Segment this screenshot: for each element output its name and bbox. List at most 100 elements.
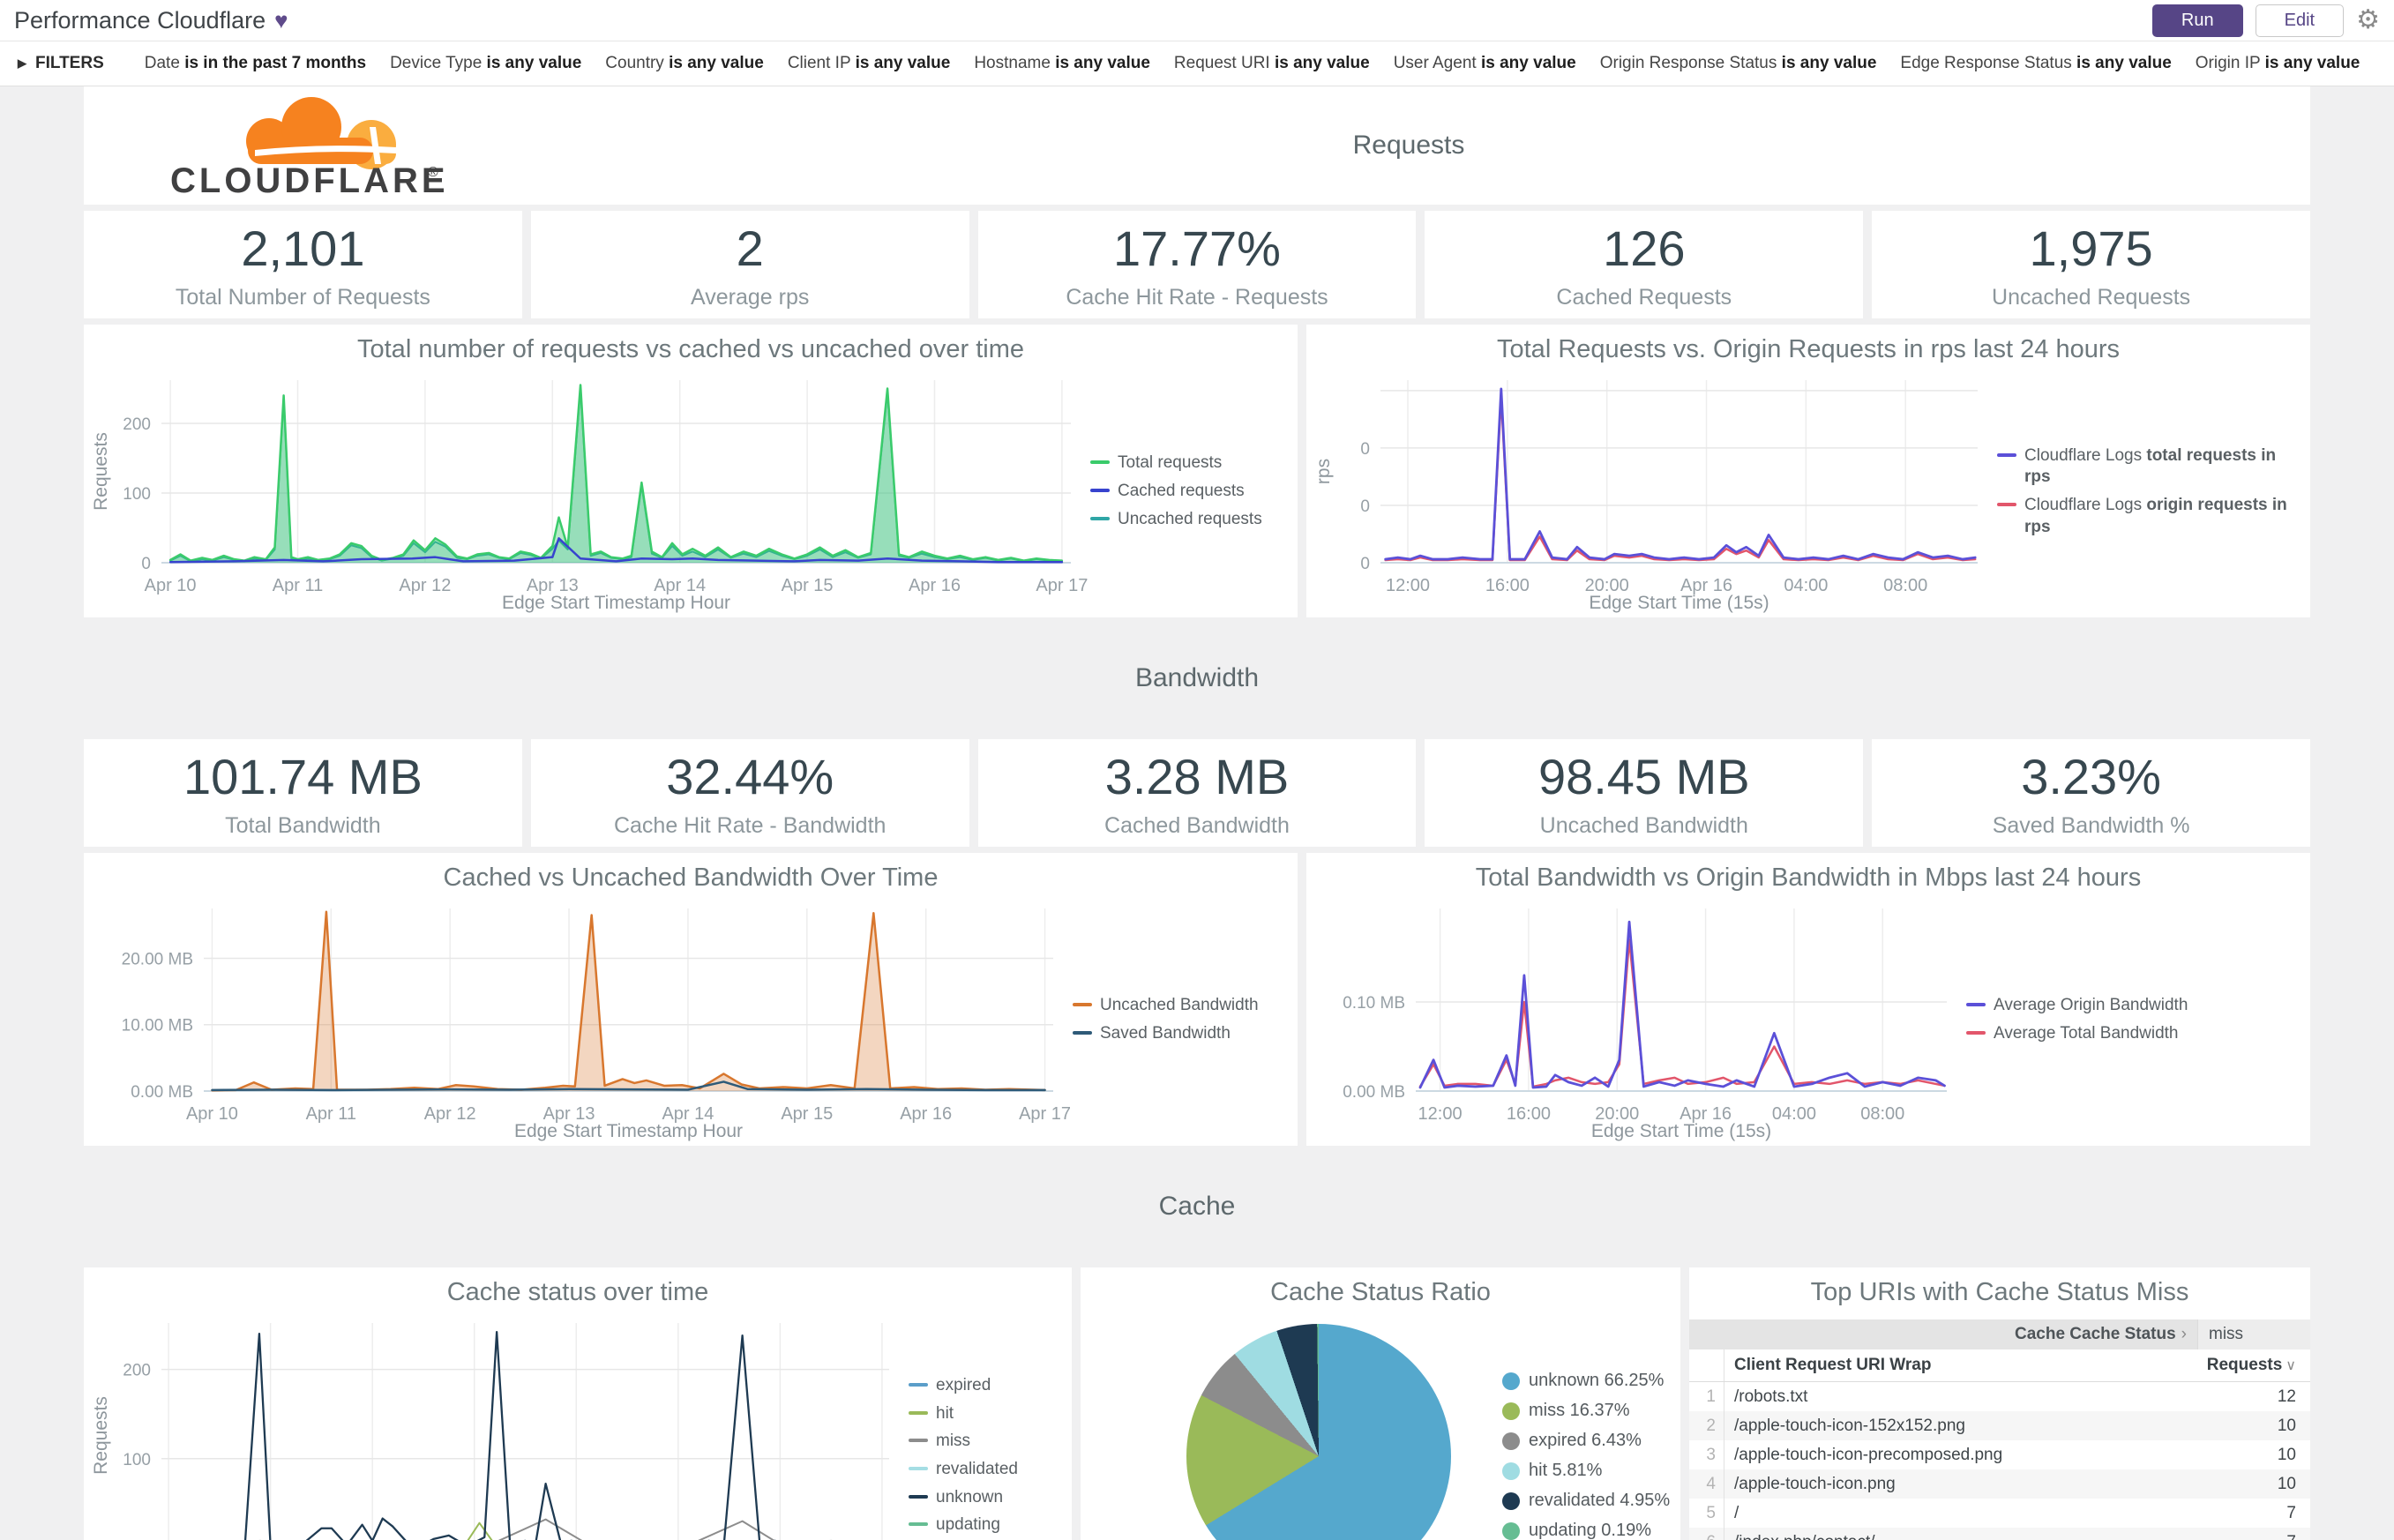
svg-text:100: 100 — [123, 1451, 151, 1469]
kpi-card[interactable]: 17.77% Cache Hit Rate - Requests — [977, 211, 1417, 318]
kpi-card[interactable]: 3.23% Saved Bandwidth % — [1872, 739, 2310, 847]
legend-swatch — [1966, 1031, 1986, 1035]
kpi-card[interactable]: 101.74 MB Total Bandwidth — [84, 739, 522, 847]
legend-item[interactable]: Total requests — [1090, 452, 1287, 475]
kpi-card[interactable]: 2,101 Total Number of Requests — [84, 211, 522, 318]
filter-item[interactable]: Country is any value — [605, 54, 764, 72]
kpi-card[interactable]: 126 Cached Requests — [1425, 211, 1864, 318]
filter-item[interactable]: Date is in the past 7 months — [144, 54, 367, 72]
filters-toggle[interactable]: ▶ FILTERS — [18, 54, 104, 73]
kpi-card[interactable]: 2 Average rps — [530, 211, 969, 318]
svg-text:0: 0 — [1360, 555, 1370, 573]
svg-text:04:00: 04:00 — [1784, 576, 1828, 595]
legend-item[interactable]: expired — [909, 1375, 1061, 1397]
pivot-header: Cache Cache Status › — [1689, 1319, 2197, 1349]
pie-legend-label: expired 6.43% — [1529, 1431, 1642, 1450]
kpi-value: 2 — [736, 220, 764, 276]
row-index: 2 — [1689, 1411, 1724, 1440]
kpi-label: Uncached Bandwidth — [1539, 812, 1748, 838]
legend-item[interactable]: Saved Bandwidth — [1073, 1023, 1287, 1045]
svg-text:Edge Start Timestamp Hour: Edge Start Timestamp Hour — [514, 1121, 743, 1141]
svg-text:Apr 17: Apr 17 — [1019, 1104, 1071, 1124]
table-row[interactable]: 6/index.php/contact/7 — [1689, 1528, 2310, 1540]
pie-legend-label: revalidated 4.95% — [1529, 1491, 1671, 1510]
filter-item[interactable]: Origin IP is any value — [2195, 54, 2360, 72]
table-row[interactable]: 2/apple-touch-icon-152x152.png 10 — [1689, 1411, 2310, 1440]
svg-text:Apr 12: Apr 12 — [424, 1104, 476, 1124]
bandwidth-kpi-row: 101.74 MB Total Bandwidth 32.44% Cache Hit … — [84, 739, 2310, 847]
table-row[interactable]: 3/apple-touch-icon-precomposed.png 10 — [1689, 1440, 2310, 1469]
row-index: 5 — [1689, 1499, 1724, 1528]
row-index: 3 — [1689, 1440, 1724, 1469]
legend-item[interactable]: Cloudflare Logs origin requests in rps — [1997, 495, 2300, 538]
filters-label: FILTERS — [35, 54, 104, 72]
legend-item[interactable]: hit — [909, 1403, 1061, 1425]
edit-button[interactable]: Edit — [2255, 4, 2345, 37]
kpi-card[interactable]: 3.28 MB Cached Bandwidth — [977, 739, 1417, 847]
pie-legend-item[interactable]: updating 0.19% — [1502, 1521, 1670, 1540]
legend-item[interactable]: Average Total Bandwidth — [1966, 1023, 2300, 1045]
row-uri: /apple-touch-icon-152x152.png — [1734, 1416, 1965, 1435]
kpi-card[interactable]: 1,975 Uncached Requests — [1872, 211, 2310, 318]
legend-item[interactable]: Cloudflare Logs total requests in rps — [1997, 445, 2300, 489]
kpi-card[interactable]: 98.45 MB Uncached Bandwidth — [1425, 739, 1864, 847]
svg-text:Apr 13: Apr 13 — [543, 1104, 595, 1124]
filter-item[interactable]: Request URI is any value — [1173, 54, 1370, 72]
requests-kpi-row: 2,101 Total Number of Requests 2 Average rp… — [84, 211, 2310, 318]
filter-item[interactable]: Origin Response Status is any value — [1599, 54, 1877, 72]
filter-item[interactable]: Hostname is any value — [974, 54, 1150, 72]
requests-over-time-chart[interactable]: 0 100 200 Apr 10 Apr 11 Apr 12 Apr 13 Apr 14 Apr… — [84, 366, 1090, 617]
bandwidth-24h-legend: Average Origin Bandwidth Average Total Ba… — [1966, 894, 2310, 1146]
svg-text:Apr 10: Apr 10 — [186, 1104, 238, 1124]
table-pivot-row: Cache Cache Status › miss — [1689, 1319, 2310, 1349]
table-row[interactable]: 4/apple-touch-icon.png 10 — [1689, 1469, 2310, 1499]
legend-label: updating — [936, 1515, 1000, 1535]
legend-item[interactable]: Cached requests — [1090, 481, 1287, 503]
svg-text:16:00: 16:00 — [1507, 1104, 1551, 1124]
run-button[interactable]: Run — [2151, 4, 2243, 37]
table-header-row: Client Request URI Wrap Requests ∨ — [1689, 1349, 2310, 1382]
filter-item[interactable]: Device Type is any value — [390, 54, 582, 72]
table-row[interactable]: 1/robots.txt 12 — [1689, 1382, 2310, 1411]
legend-item[interactable]: unknown — [909, 1487, 1061, 1509]
legend-item[interactable]: revalidated — [909, 1459, 1061, 1481]
uri-column-header[interactable]: Client Request URI Wrap — [1734, 1356, 1932, 1374]
filters-expand-icon: ▶ — [18, 56, 26, 70]
legend-item[interactable]: miss — [909, 1431, 1061, 1453]
filter-item[interactable]: Client IP is any value — [787, 54, 951, 72]
legend-item[interactable]: Uncached requests — [1090, 509, 1287, 531]
gear-icon[interactable]: ⚙ — [2356, 5, 2380, 34]
pie-legend-item[interactable]: unknown 66.25% — [1502, 1371, 1670, 1391]
cache-status-pie-legend: unknown 66.25% miss 16.37% expired 6.43% hi… — [1502, 1371, 1670, 1540]
bandwidth-over-time-panel: Cached vs Uncached Bandwidth Over Time 0… — [84, 853, 1298, 1146]
cache-status-ratio-panel: Cache Status Ratio unknown 66.25% miss 16… — [1081, 1267, 1680, 1540]
cache-status-pie[interactable] — [1186, 1323, 1451, 1540]
legend-item[interactable]: Uncached Bandwidth — [1073, 995, 1287, 1017]
legend-item[interactable]: updating — [909, 1514, 1061, 1536]
pie-legend-dot — [1502, 1491, 1520, 1510]
legend-label: Uncached requests — [1118, 509, 1262, 528]
pie-legend-item[interactable]: miss 16.37% — [1502, 1401, 1670, 1421]
bandwidth-over-time-chart[interactable]: 0.00 MB 10.00 MB 20.00 MB Apr 10 Apr 11 Apr 1… — [84, 894, 1073, 1146]
svg-text:12:00: 12:00 — [1386, 576, 1430, 595]
rps-24h-chart[interactable]: 0 0 0 12:00 16:00 20:00 Apr 16 04:00 08:00 Edge S… — [1306, 366, 1997, 617]
kpi-card[interactable]: 32.44% Cache Hit Rate - Bandwidth — [530, 739, 969, 847]
bandwidth-24h-chart[interactable]: 0.00 MB 0.10 MB 12:00 16:00 20:00 Apr 16 04:00… — [1306, 894, 1966, 1146]
pie-legend-item[interactable]: hit 5.81% — [1502, 1461, 1670, 1481]
kpi-label: Total Number of Requests — [175, 284, 430, 310]
filter-item[interactable]: Edge Response Status is any value — [1900, 54, 2172, 72]
legend-swatch — [909, 1439, 928, 1443]
pie-legend-item[interactable]: revalidated 4.95% — [1502, 1491, 1670, 1511]
pie-legend-item[interactable]: expired 6.43% — [1502, 1431, 1670, 1451]
kpi-value: 2,101 — [241, 220, 365, 276]
svg-text:Edge Start Time (15s): Edge Start Time (15s) — [1589, 593, 1769, 613]
table-row[interactable]: 5 / 7 — [1689, 1499, 2310, 1528]
topbar-actions: Run Edit ⚙ — [2151, 4, 2380, 37]
filter-item[interactable]: User Agent is any value — [1393, 54, 1576, 72]
svg-text:08:00: 08:00 — [1860, 1104, 1904, 1124]
requests-column-header[interactable]: Requests ∨ — [2206, 1356, 2296, 1374]
row-requests: 7 — [2206, 1533, 2310, 1540]
legend-swatch — [909, 1467, 928, 1470]
legend-item[interactable]: Average Origin Bandwidth — [1966, 995, 2300, 1017]
